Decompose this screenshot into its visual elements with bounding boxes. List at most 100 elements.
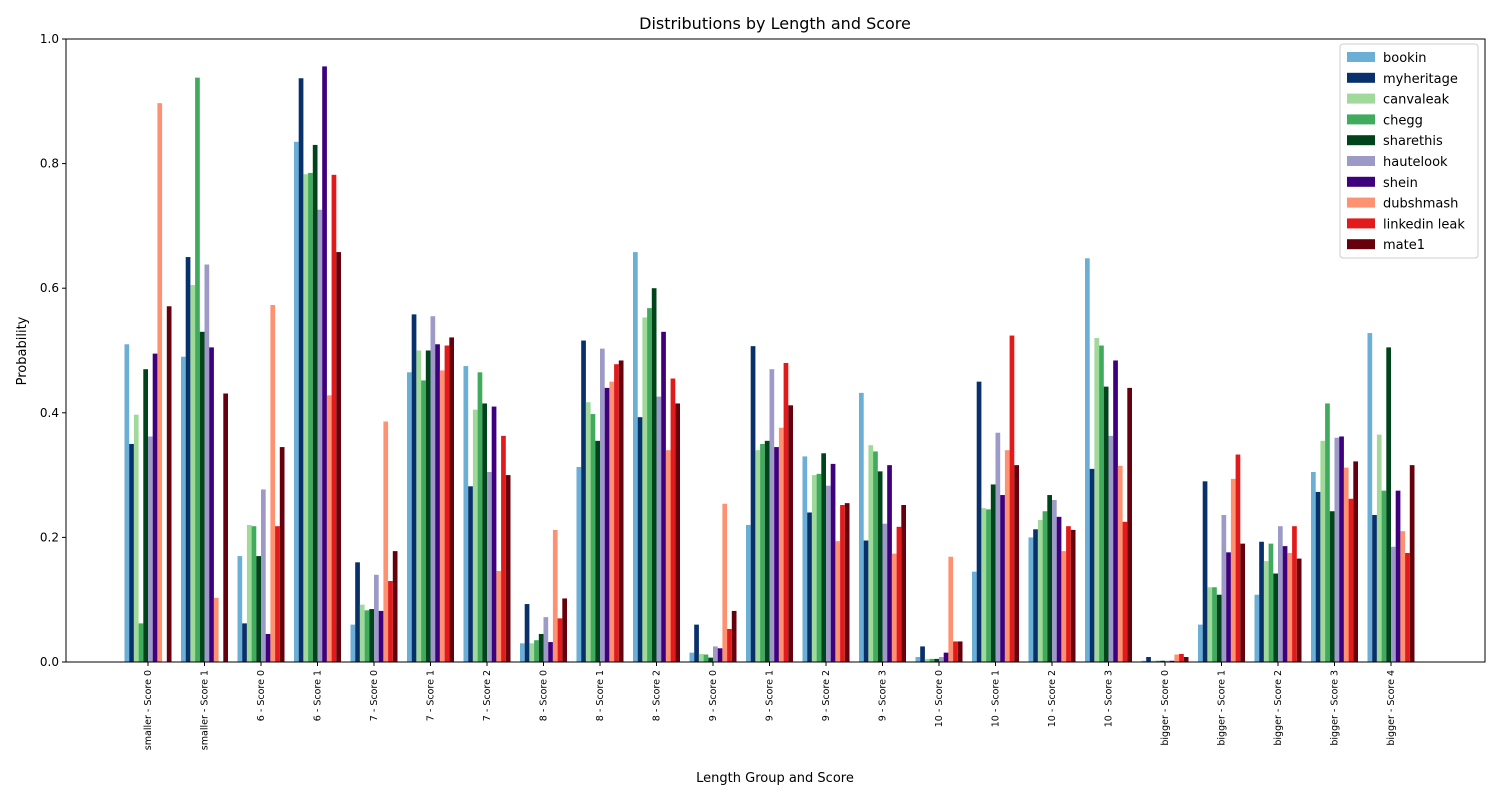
bar-dubshmash-9 — [665, 450, 671, 662]
bar-canvaleak-11 — [755, 450, 761, 662]
bar-mate1-20 — [1296, 558, 1302, 662]
bar-canvaleak-18 — [1150, 660, 1156, 662]
bar-bookin-5 — [407, 372, 412, 662]
bar-hautelook-16 — [1052, 500, 1057, 662]
bar-sharethis-0 — [143, 369, 148, 662]
bar-bookin-13 — [859, 392, 864, 662]
bar-dubshmash-18 — [1174, 654, 1180, 662]
bar-linkedin-leak-6 — [501, 435, 506, 662]
bar-sharethis-13 — [877, 471, 883, 662]
bar-dubshmash-14 — [948, 556, 954, 662]
bar-myheritage-20 — [1259, 541, 1264, 662]
bar-mate1-7 — [562, 598, 567, 662]
bar-bookin-0 — [124, 344, 130, 662]
bar-chegg-9 — [647, 308, 652, 662]
bar-dubshmash-16 — [1061, 551, 1067, 662]
bar-dubshmash-21 — [1343, 467, 1349, 662]
bar-chegg-21 — [1325, 403, 1330, 662]
bar-canvaleak-2 — [246, 524, 252, 662]
bar-sharethis-1 — [199, 331, 205, 662]
bar-chegg-0 — [138, 623, 144, 662]
bar-sharethis-17 — [1103, 386, 1109, 662]
bar-canvaleak-19 — [1207, 587, 1213, 662]
bar-mate1-22 — [1409, 465, 1415, 662]
bar-hautelook-2 — [261, 489, 266, 662]
x-tick-label: bigger - Score 3 — [1330, 670, 1341, 746]
bar-mate1-4 — [392, 551, 398, 662]
x-tick-label: bigger - Score 1 — [1217, 670, 1228, 746]
bar-mate1-8 — [618, 360, 624, 662]
bar-dubshmash-19 — [1230, 478, 1236, 662]
bar-myheritage-6 — [468, 486, 473, 662]
bar-linkedin-leak-2 — [275, 526, 280, 662]
bar-mate1-9 — [675, 403, 680, 662]
plot-frame — [65, 38, 1486, 663]
bar-canvaleak-12 — [811, 475, 817, 662]
x-tick-label: bigger - Score 2 — [1273, 670, 1284, 746]
legend-label: myheritage — [1383, 72, 1458, 87]
bar-dubshmash-3 — [326, 395, 332, 662]
bar-mate1-18 — [1183, 657, 1189, 662]
x-axis: smaller - Score 0 smaller - Score 1 6 - Sc… — [143, 662, 1397, 750]
bar-canvaleak-8 — [585, 402, 591, 662]
y-tick-label: 0.2 — [40, 530, 59, 544]
bar-bookin-12 — [802, 456, 808, 662]
bar-bookin-20 — [1254, 594, 1260, 662]
bar-sharethis-3 — [312, 144, 318, 662]
x-tick-label: 9 - Score 1 — [765, 670, 776, 721]
bar-shein-1 — [209, 347, 214, 662]
bar-myheritage-15 — [976, 381, 982, 662]
bar-dubshmash-8 — [609, 381, 615, 662]
bar-linkedin-leak-14 — [953, 641, 958, 662]
bar-myheritage-2 — [242, 623, 247, 662]
bar-linkedin-leak-4 — [388, 581, 393, 662]
bar-sharethis-11 — [764, 440, 770, 662]
x-tick-label: 10 - Score 3 — [1104, 670, 1115, 727]
bar-linkedin-leak-17 — [1122, 521, 1128, 662]
bar-shein-19 — [1226, 552, 1231, 662]
bar-bookin-15 — [972, 571, 977, 662]
bar-hautelook-11 — [769, 369, 775, 662]
bar-hautelook-21 — [1334, 437, 1340, 662]
bar-chegg-6 — [477, 372, 483, 662]
legend-swatch-hautelook — [1347, 156, 1375, 166]
bar-mate1-5 — [449, 337, 454, 662]
x-tick-label: smaller - Score 1 — [200, 670, 211, 750]
bar-myheritage-21 — [1315, 491, 1321, 662]
bar-sharethis-10 — [708, 657, 713, 662]
x-tick-label: bigger - Score 4 — [1386, 670, 1397, 746]
bar-myheritage-7 — [524, 604, 530, 662]
bar-canvaleak-22 — [1376, 434, 1382, 662]
bar-mate1-21 — [1353, 461, 1358, 662]
x-tick-label: 7 - Score 0 — [369, 670, 380, 721]
bar-bookin-14 — [915, 657, 921, 662]
bar-linkedin-leak-5 — [444, 345, 450, 662]
bar-sharethis-14 — [934, 658, 939, 662]
bar-hautelook-1 — [204, 264, 210, 662]
x-tick-label: 6 - Score 1 — [313, 670, 324, 721]
bar-hautelook-20 — [1278, 526, 1283, 662]
bar-mate1-16 — [1070, 529, 1076, 662]
x-axis-label: Length Group and Score — [696, 771, 854, 786]
bar-chegg-15 — [986, 509, 991, 662]
bar-mate1-14 — [957, 641, 963, 662]
bar-hautelook-0 — [148, 436, 153, 662]
bar-dubshmash-11 — [778, 427, 784, 662]
bar-dubshmash-15 — [1004, 450, 1010, 662]
bar-shein-13 — [887, 465, 892, 662]
bar-canvaleak-16 — [1037, 519, 1043, 662]
bar-shein-14 — [943, 652, 949, 662]
y-tick-label: 1.0 — [40, 32, 59, 46]
bar-linkedin-leak-16 — [1066, 526, 1071, 662]
bar-sharethis-12 — [821, 453, 826, 662]
bar-sharethis-2 — [256, 556, 261, 662]
bar-canvaleak-14 — [924, 658, 930, 662]
bar-myheritage-10 — [694, 624, 699, 662]
bar-myheritage-9 — [637, 417, 643, 662]
bar-hautelook-5 — [430, 316, 436, 662]
bar-dubshmash-13 — [891, 553, 897, 662]
legend-label: canvaleak — [1383, 93, 1450, 108]
bar-bookin-4 — [350, 624, 356, 662]
bar-mate1-2 — [279, 447, 285, 662]
x-tick-label: 9 - Score 2 — [821, 670, 832, 721]
